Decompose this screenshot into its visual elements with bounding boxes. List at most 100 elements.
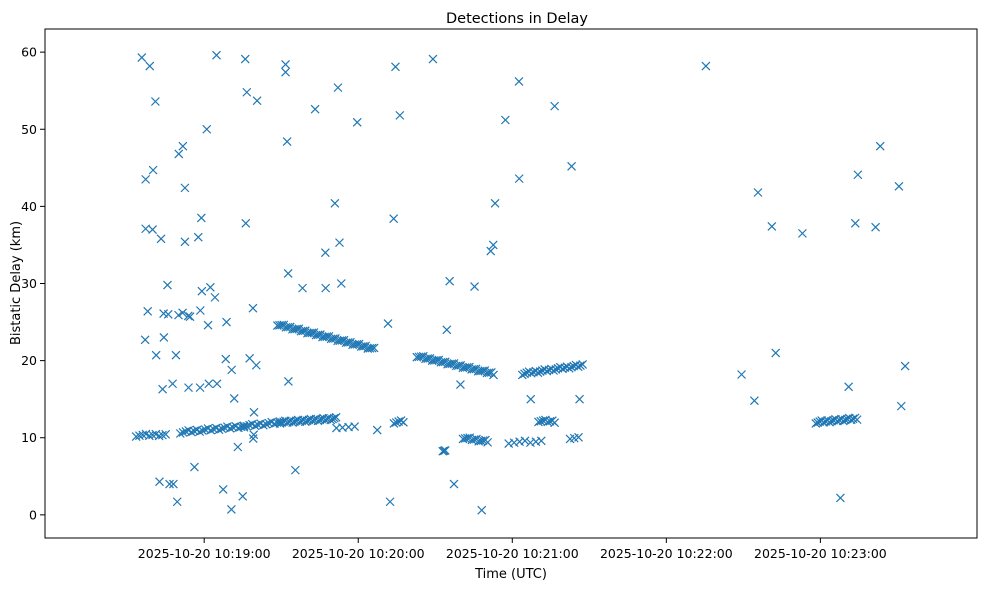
data-point (241, 218, 251, 228)
data-point (190, 462, 199, 472)
data-point (490, 198, 500, 208)
data-point (198, 426, 207, 436)
data-point (178, 141, 188, 151)
data-point (550, 418, 560, 428)
data-point (564, 363, 574, 373)
data-point (336, 279, 346, 288)
data-point (174, 149, 184, 159)
data-point (172, 497, 182, 507)
x-tick-label: 2025-10-20 10:21:00 (446, 546, 579, 561)
data-point (206, 425, 216, 435)
x-axis-label: Time (UTC) (474, 567, 547, 582)
data-point (154, 431, 164, 441)
y-tick-label: 20 (21, 353, 37, 368)
data-point (350, 422, 360, 431)
data-point (423, 354, 433, 363)
data-point (298, 326, 308, 336)
data-point (298, 283, 307, 293)
data-point (137, 53, 147, 62)
data-point (225, 423, 235, 433)
y-tick-label: 60 (21, 45, 37, 60)
data-point (469, 435, 479, 444)
data-point (277, 320, 287, 330)
data-point (238, 491, 248, 501)
data-point (500, 115, 510, 125)
data-point (469, 364, 479, 374)
data-point (249, 430, 259, 440)
data-points (131, 50, 910, 515)
data-point (178, 308, 188, 318)
data-point (894, 181, 904, 191)
data-point (372, 425, 382, 435)
data-point (454, 361, 463, 371)
chart-title: Detections in Delay (446, 11, 588, 27)
data-point (141, 174, 151, 184)
data-point (229, 393, 239, 403)
data-point (281, 60, 290, 69)
data-point (367, 343, 377, 353)
data-point (140, 335, 150, 345)
data-point (178, 428, 188, 437)
data-point (455, 380, 465, 389)
data-point (322, 332, 332, 342)
data-point (258, 420, 268, 430)
data-point (575, 361, 585, 370)
data-point (163, 280, 172, 290)
data-point (489, 370, 498, 380)
data-point (290, 465, 300, 475)
data-point (261, 419, 271, 429)
data-point (193, 232, 203, 242)
data-point (197, 286, 207, 296)
data-point (212, 50, 221, 60)
data-point (171, 350, 181, 360)
data-point (233, 442, 243, 452)
data-point (478, 436, 488, 445)
data-point (517, 370, 527, 380)
data-point (701, 61, 711, 71)
data-point (320, 248, 330, 258)
data-point (195, 306, 205, 315)
data-point (383, 319, 393, 329)
data-point (574, 432, 583, 442)
data-point (484, 368, 494, 378)
data-point (148, 165, 158, 175)
data-point (245, 353, 255, 363)
data-point (871, 222, 881, 232)
data-point (158, 384, 168, 394)
data-point (250, 421, 260, 431)
data-point (478, 366, 487, 376)
data-point (391, 62, 400, 72)
data-point (202, 124, 212, 134)
data-point (352, 339, 362, 349)
data-point (248, 434, 258, 443)
data-point (385, 497, 395, 507)
data-point (575, 394, 584, 404)
data-point (567, 161, 577, 171)
data-point (875, 141, 885, 151)
x-tick-label: 2025-10-20 10:19:00 (138, 546, 271, 561)
data-point (135, 431, 144, 441)
data-point (185, 312, 195, 322)
data-point (797, 228, 807, 238)
data-point (753, 188, 763, 197)
data-point (150, 97, 160, 106)
data-point (447, 359, 457, 369)
data-point (203, 320, 213, 330)
data-point (196, 213, 206, 223)
data-point (470, 282, 479, 292)
data-point (550, 101, 560, 111)
data-point (391, 418, 401, 427)
y-axis-label: Bistatic Delay (km) (9, 221, 24, 345)
plot-area-frame (44, 28, 978, 539)
data-point (463, 433, 472, 443)
data-point (292, 324, 302, 334)
x-axis-ticks: 2025-10-20 10:19:00 2025-10-20 10:20:00 20… (138, 538, 887, 561)
data-point (161, 429, 171, 439)
data-point (148, 225, 158, 234)
data-point (145, 61, 155, 71)
data-point (549, 366, 559, 375)
y-tick-label: 0 (29, 507, 37, 522)
data-point (184, 383, 193, 393)
x-tick-label: 2025-10-20 10:20:00 (292, 546, 425, 561)
y-tick-label: 10 (21, 430, 37, 445)
